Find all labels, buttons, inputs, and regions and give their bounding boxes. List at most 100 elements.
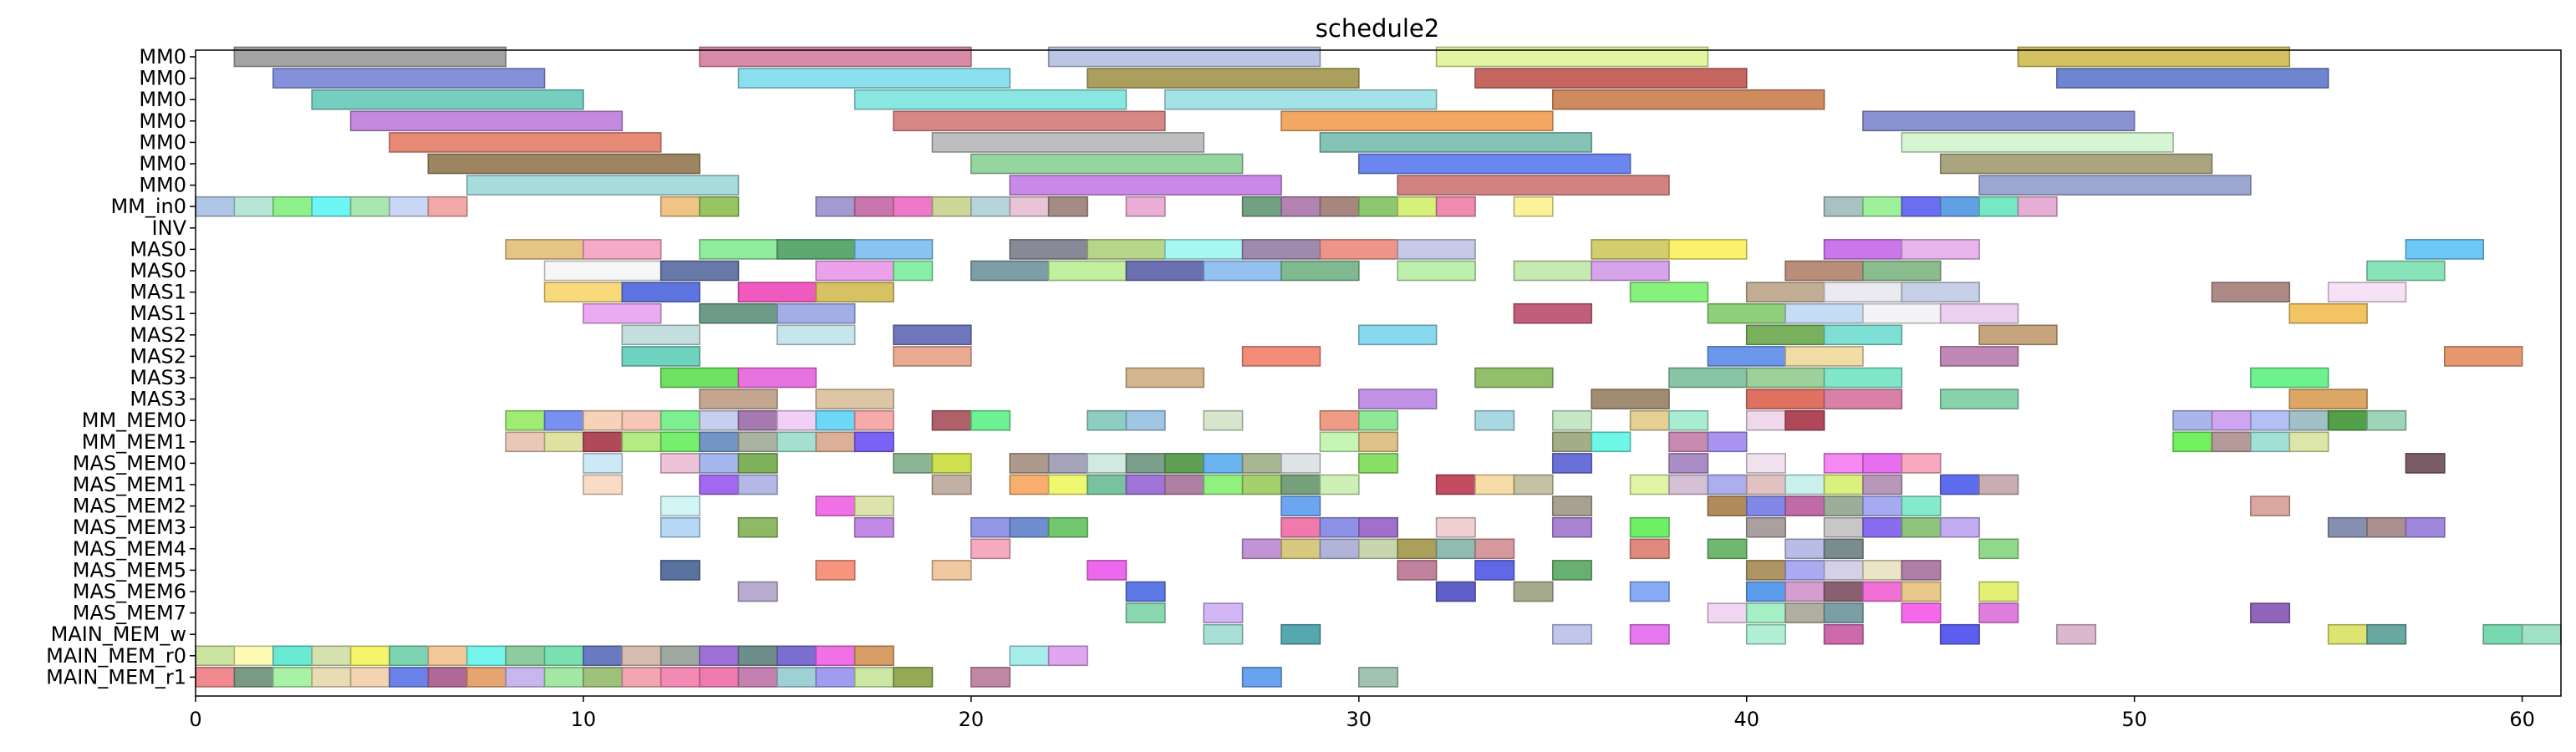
task-bar [2444, 346, 2523, 367]
task-bar [195, 667, 236, 688]
task-bar [1823, 389, 1903, 409]
task-bar [466, 667, 507, 688]
y-tick-label: MM_in0 [110, 195, 186, 218]
task-bar [272, 196, 313, 217]
task-bar [1009, 474, 1050, 495]
task-bar [1862, 196, 1903, 217]
x-tick-label: 10 [571, 708, 597, 731]
task-bar [1901, 239, 1980, 260]
task-bar [1707, 495, 1748, 516]
task-bar [2366, 260, 2446, 282]
task-bar [1591, 239, 1670, 260]
task-bar [1164, 89, 1438, 110]
task-bar [699, 46, 972, 68]
task-bar [349, 667, 390, 688]
task-bar [1707, 474, 1748, 495]
task-bar [776, 409, 817, 431]
task-bar [1551, 516, 1592, 538]
task-bar [2327, 623, 2368, 645]
task-bar [1125, 260, 1205, 282]
y-tick-label: INV [152, 216, 187, 240]
task-bar [1707, 538, 1748, 560]
task-bar [1629, 581, 1670, 602]
task-bar [1939, 474, 1980, 495]
task-bar [1707, 302, 1786, 324]
task-bar [583, 645, 624, 667]
task-bar [1280, 260, 1360, 282]
task-bar [853, 431, 894, 453]
task-bar [2288, 431, 2329, 453]
task-bar [970, 409, 1011, 431]
task-bar [1087, 409, 1128, 431]
task-bar [583, 474, 624, 495]
task-bar [1668, 367, 1748, 389]
task-bar [311, 89, 584, 110]
x-axis-ticks: 0 10 20 30 40 50 60 [189, 696, 2535, 731]
task-bar [1707, 346, 1786, 367]
y-tick-label: MAS2 [130, 323, 186, 347]
task-bar [1939, 153, 2213, 175]
task-bar [272, 667, 313, 688]
task-bar [1164, 474, 1205, 495]
task-bar [2056, 68, 2329, 89]
task-bar [1009, 239, 1088, 260]
y-tick-label: MAS0 [130, 259, 186, 282]
task-bar [1009, 175, 1282, 196]
task-bar [931, 474, 972, 495]
task-bar [1164, 453, 1205, 474]
task-bar [699, 474, 740, 495]
task-bar [1629, 282, 1709, 302]
task-bar [621, 667, 662, 688]
task-bar [427, 645, 468, 667]
task-bar [1125, 196, 1166, 217]
task-bar [1784, 538, 1825, 560]
task-bar [2327, 516, 2368, 538]
y-tick-label: MAS_MEM1 [73, 473, 186, 496]
task-bar [543, 409, 584, 431]
task-bar [1435, 581, 1476, 602]
task-bar [2366, 409, 2407, 431]
y-tick-label: MAS1 [130, 302, 186, 325]
task-bar [195, 196, 236, 217]
task-bar [970, 667, 1011, 688]
task-bar [1862, 581, 1903, 602]
task-bar [1513, 302, 1592, 324]
task-bar [1978, 538, 2019, 560]
task-bar [1978, 474, 2019, 495]
y-tick-label: MAS3 [130, 388, 186, 411]
task-bar [1668, 474, 1709, 495]
task-bar [427, 153, 700, 175]
task-bar [1280, 623, 1321, 645]
task-bar [737, 667, 778, 688]
task-bar [2405, 239, 2485, 260]
task-bar [1047, 46, 1321, 68]
task-bar [1901, 495, 1942, 516]
task-bar [1668, 431, 1709, 453]
task-bar [311, 196, 352, 217]
task-bar [1397, 175, 1670, 196]
task-bar [699, 239, 778, 260]
task-bar [349, 645, 390, 667]
task-bar [970, 538, 1011, 560]
task-bar [1474, 409, 1515, 431]
task-bar [1125, 581, 1166, 602]
task-bar [272, 68, 546, 89]
task-bar [427, 196, 468, 217]
task-bar [505, 667, 546, 688]
task-bar [1203, 409, 1244, 431]
task-bar [853, 495, 894, 516]
task-bar [815, 260, 894, 282]
task-bar [659, 409, 700, 431]
task-bar [776, 645, 817, 667]
task-bar [2366, 516, 2407, 538]
task-bar [1164, 239, 1244, 260]
task-bar [1745, 474, 1786, 495]
task-bar [853, 667, 894, 688]
task-bar [543, 282, 624, 302]
task-bar [1862, 560, 1903, 581]
task-bar [1358, 153, 1632, 175]
task-bar [1474, 560, 1515, 581]
y-tick-label: MAS1 [130, 281, 186, 304]
task-bar [1823, 282, 1903, 302]
task-bar [1823, 581, 1864, 602]
